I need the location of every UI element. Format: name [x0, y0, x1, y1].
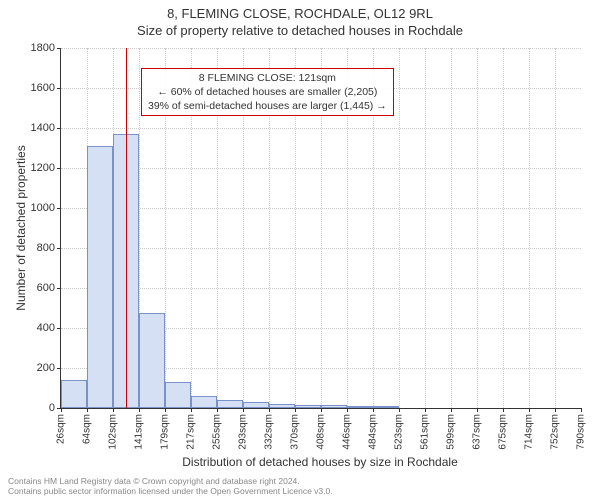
x-tick-label: 561sqm — [420, 414, 431, 450]
plot-area: 02004006008001000120014001600180026sqm64… — [60, 48, 581, 409]
annotation-line-3: 39% of semi-detached houses are larger (… — [148, 99, 387, 113]
y-tick-label: 600 — [37, 282, 55, 294]
histogram-bar — [61, 380, 87, 408]
histogram-bar — [269, 404, 295, 408]
footer-line2: Contains public sector information licen… — [8, 486, 333, 497]
x-tick-label: 179sqm — [160, 414, 171, 450]
histogram-bar — [347, 406, 373, 408]
annotation-box: 8 FLEMING CLOSE: 121sqm← 60% of detached… — [141, 68, 394, 117]
footer-line1: Contains HM Land Registry data © Crown c… — [8, 476, 333, 487]
x-tick-label: 64sqm — [81, 414, 92, 444]
x-tick-label: 714sqm — [524, 414, 535, 450]
x-tick-label: 370sqm — [290, 414, 301, 450]
x-tick-label: 446sqm — [341, 414, 352, 450]
y-tick-label: 1200 — [31, 162, 55, 174]
x-tick-label: 637sqm — [471, 414, 482, 450]
chart-title-line1: 8, FLEMING CLOSE, ROCHDALE, OL12 9RL — [0, 0, 600, 23]
histogram-bar — [87, 146, 113, 408]
y-tick-label: 1000 — [31, 202, 55, 214]
histogram-bar — [165, 382, 191, 408]
y-tick-label: 400 — [37, 322, 55, 334]
gridline-v — [425, 48, 426, 408]
footer-attribution: Contains HM Land Registry data © Crown c… — [8, 476, 333, 497]
y-tick-label: 1600 — [31, 82, 55, 94]
y-tick-label: 1400 — [31, 122, 55, 134]
annotation-line-2: ← 60% of detached houses are smaller (2,… — [148, 85, 387, 99]
gridline-v — [399, 48, 400, 408]
x-tick-label: 408sqm — [316, 414, 327, 450]
x-tick-label: 102sqm — [107, 414, 118, 450]
chart-container: { "title_line1": "8, FLEMING CLOSE, ROCH… — [0, 0, 600, 500]
x-tick-label: 599sqm — [446, 414, 457, 450]
x-tick-label: 26sqm — [56, 414, 67, 444]
histogram-bar — [217, 400, 243, 408]
gridline-v — [555, 48, 556, 408]
y-tick-label: 200 — [37, 362, 55, 374]
histogram-bar — [191, 396, 217, 408]
y-tick-label: 0 — [49, 402, 55, 414]
x-axis-label: Distribution of detached houses by size … — [60, 455, 580, 469]
x-tick-label: 484sqm — [367, 414, 378, 450]
gridline-v — [503, 48, 504, 408]
histogram-bar — [321, 405, 347, 408]
gridline-v — [477, 48, 478, 408]
x-tick-label: 141sqm — [134, 414, 145, 450]
x-tick-label: 790sqm — [576, 414, 587, 450]
annotation-line-1: 8 FLEMING CLOSE: 121sqm — [148, 71, 387, 85]
x-tick-label: 255sqm — [211, 414, 222, 450]
y-tick-label: 800 — [37, 242, 55, 254]
chart-title-line2: Size of property relative to detached ho… — [0, 23, 600, 40]
x-tick-label: 523sqm — [394, 414, 405, 450]
histogram-bar — [373, 406, 400, 408]
x-tick-label: 293sqm — [237, 414, 248, 450]
y-tick-label: 1800 — [31, 42, 55, 54]
histogram-bar — [139, 313, 165, 408]
histogram-bar — [243, 402, 270, 408]
x-tick-label: 752sqm — [550, 414, 561, 450]
property-marker-line — [126, 48, 127, 408]
x-tick-label: 675sqm — [497, 414, 508, 450]
x-tick-label: 332sqm — [264, 414, 275, 450]
gridline-v — [529, 48, 530, 408]
gridline-v — [451, 48, 452, 408]
x-tick-label: 217sqm — [186, 414, 197, 450]
histogram-bar — [295, 405, 321, 408]
